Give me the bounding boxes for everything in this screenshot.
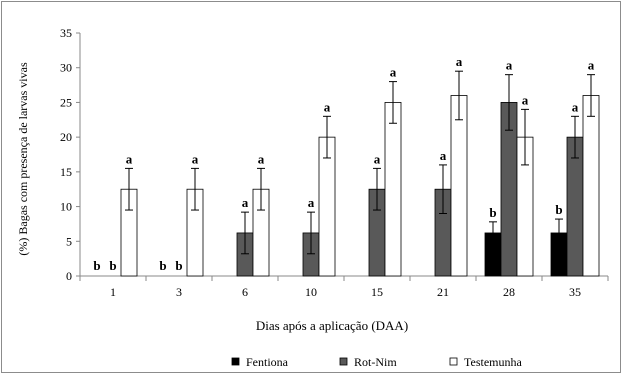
x-tick-label: 10 [305, 285, 317, 299]
bar [582, 95, 600, 277]
legend-swatch [449, 357, 458, 366]
legend-label: Rot-Nim [354, 355, 397, 369]
significance-letter: a [308, 195, 315, 210]
significance-letter: b [159, 258, 166, 273]
significance-letter: b [175, 258, 182, 273]
significance-letter: a [588, 58, 595, 73]
y-tick-label: 15 [60, 165, 72, 179]
significance-letter: a [374, 151, 381, 166]
y-tick-label: 35 [60, 26, 72, 40]
x-axis-label: Dias após a aplicação (DAA) [256, 318, 408, 333]
x-tick-label: 1 [110, 285, 116, 299]
legend-label: Testemunha [464, 355, 522, 369]
significance-letter: a [258, 151, 265, 166]
significance-letter: a [126, 151, 133, 166]
y-axis-label-group: (%) Bagas com presença de larvas vivas [16, 62, 30, 256]
significance-letter: b [93, 258, 100, 273]
significance-letter: a [324, 99, 331, 114]
x-tick-label: 6 [242, 285, 248, 299]
x-tick-label: 3 [176, 285, 182, 299]
significance-letter: b [109, 258, 116, 273]
legend-label: Fentiona [246, 355, 289, 369]
significance-letter: a [506, 58, 513, 73]
x-tick-label: 35 [569, 285, 581, 299]
significance-letter: a [390, 65, 397, 80]
significance-letter: b [555, 202, 562, 217]
significance-letter: b [489, 205, 496, 220]
y-tick-label: 0 [66, 269, 72, 283]
significance-letter: a [456, 54, 463, 69]
y-axis-label: (%) Bagas com presença de larvas vivas [16, 62, 30, 256]
x-tick-label: 15 [371, 285, 383, 299]
legend-swatch [231, 357, 240, 366]
significance-letter: a [440, 148, 447, 163]
y-tick-label: 5 [66, 234, 72, 248]
significance-letter: a [572, 99, 579, 114]
y-ticks: 0 5 10 15 20 25 30 35 [60, 26, 80, 283]
x-tick-label: 28 [503, 285, 515, 299]
legend: Fentiona Rot-Nim Testemunha [231, 355, 522, 369]
significance-letter: a [242, 195, 249, 210]
y-tick-label: 10 [60, 200, 72, 214]
legend-swatch [339, 357, 348, 366]
y-tick-label: 20 [60, 130, 72, 144]
bar [450, 95, 468, 277]
bar [384, 102, 402, 277]
x-tick-label: 21 [437, 285, 449, 299]
significance-letter: a [522, 92, 529, 107]
y-tick-label: 30 [60, 61, 72, 75]
y-tick-label: 25 [60, 95, 72, 109]
x-ticks: 1 3 6 10 15 21 28 35 [79, 276, 609, 299]
significance-letter: a [192, 151, 199, 166]
